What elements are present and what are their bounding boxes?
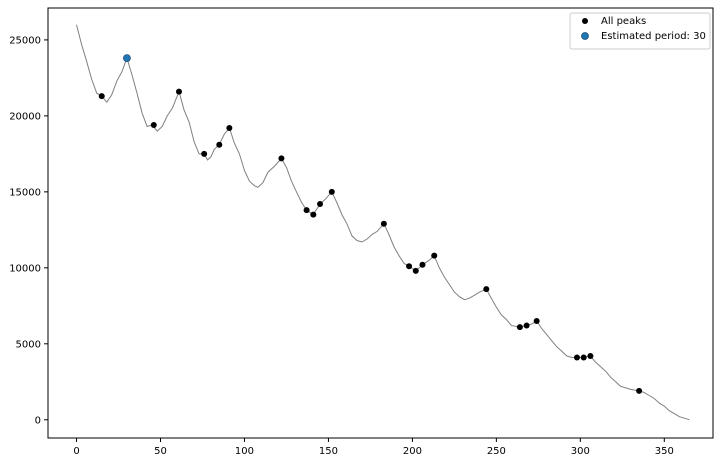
x-axis: 0 50 100 150 200 250 300 350: [73, 438, 674, 457]
estimated-period-point: [123, 54, 131, 63]
peak-point: [412, 267, 419, 274]
x-tick-label: 100: [235, 446, 254, 457]
peak-point: [533, 318, 540, 325]
x-tick-label: 200: [403, 446, 422, 457]
peak-point: [587, 352, 594, 359]
peak-point: [175, 88, 182, 95]
y-tick-label: 25000: [9, 35, 41, 46]
series-line: [76, 24, 690, 421]
all-peaks-markers: [98, 88, 643, 394]
y-tick-label: 5000: [16, 339, 41, 350]
peak-point: [201, 150, 208, 157]
y-tick-label: 15000: [9, 187, 41, 198]
series-line-path: [76, 24, 690, 421]
x-tick-label: 300: [571, 446, 590, 457]
peak-point: [150, 121, 157, 128]
x-tick-label: 250: [487, 446, 506, 457]
peak-point: [278, 155, 285, 162]
legend-label-estimated-period: Estimated period: 30: [601, 31, 706, 42]
peak-point: [303, 207, 310, 214]
estimated-period-markers: [123, 54, 131, 63]
peak-point: [516, 324, 523, 331]
peak-point: [310, 211, 317, 218]
peak-point: [573, 354, 580, 361]
legend-marker-all-peaks: [582, 18, 588, 24]
peak-point: [380, 220, 387, 227]
x-tick-label: 0: [73, 446, 79, 457]
x-tick-label: 350: [655, 446, 674, 457]
peak-point: [580, 354, 587, 361]
peak-point: [317, 201, 324, 208]
legend: All peaks Estimated period: 30: [569, 12, 711, 50]
x-tick-label: 150: [319, 446, 338, 457]
peak-point: [419, 261, 426, 268]
peak-point: [483, 286, 490, 293]
legend-box: [569, 12, 711, 50]
y-tick-label: 0: [35, 415, 41, 426]
peak-point: [406, 263, 413, 270]
y-axis: 0 5000 10000 15000 20000 25000: [9, 35, 48, 426]
peak-point: [328, 188, 335, 195]
peak-point: [98, 93, 105, 100]
peak-point: [226, 125, 233, 132]
peak-point: [636, 387, 643, 394]
y-tick-label: 20000: [9, 111, 41, 122]
y-tick-label: 10000: [9, 263, 41, 274]
legend-label-all-peaks: All peaks: [601, 16, 646, 27]
peak-point: [431, 252, 438, 259]
x-tick-label: 50: [154, 446, 167, 457]
legend-marker-estimated-period: [581, 32, 589, 40]
peak-point: [523, 322, 530, 329]
plot-area: [47, 7, 714, 439]
peak-point: [216, 141, 223, 148]
